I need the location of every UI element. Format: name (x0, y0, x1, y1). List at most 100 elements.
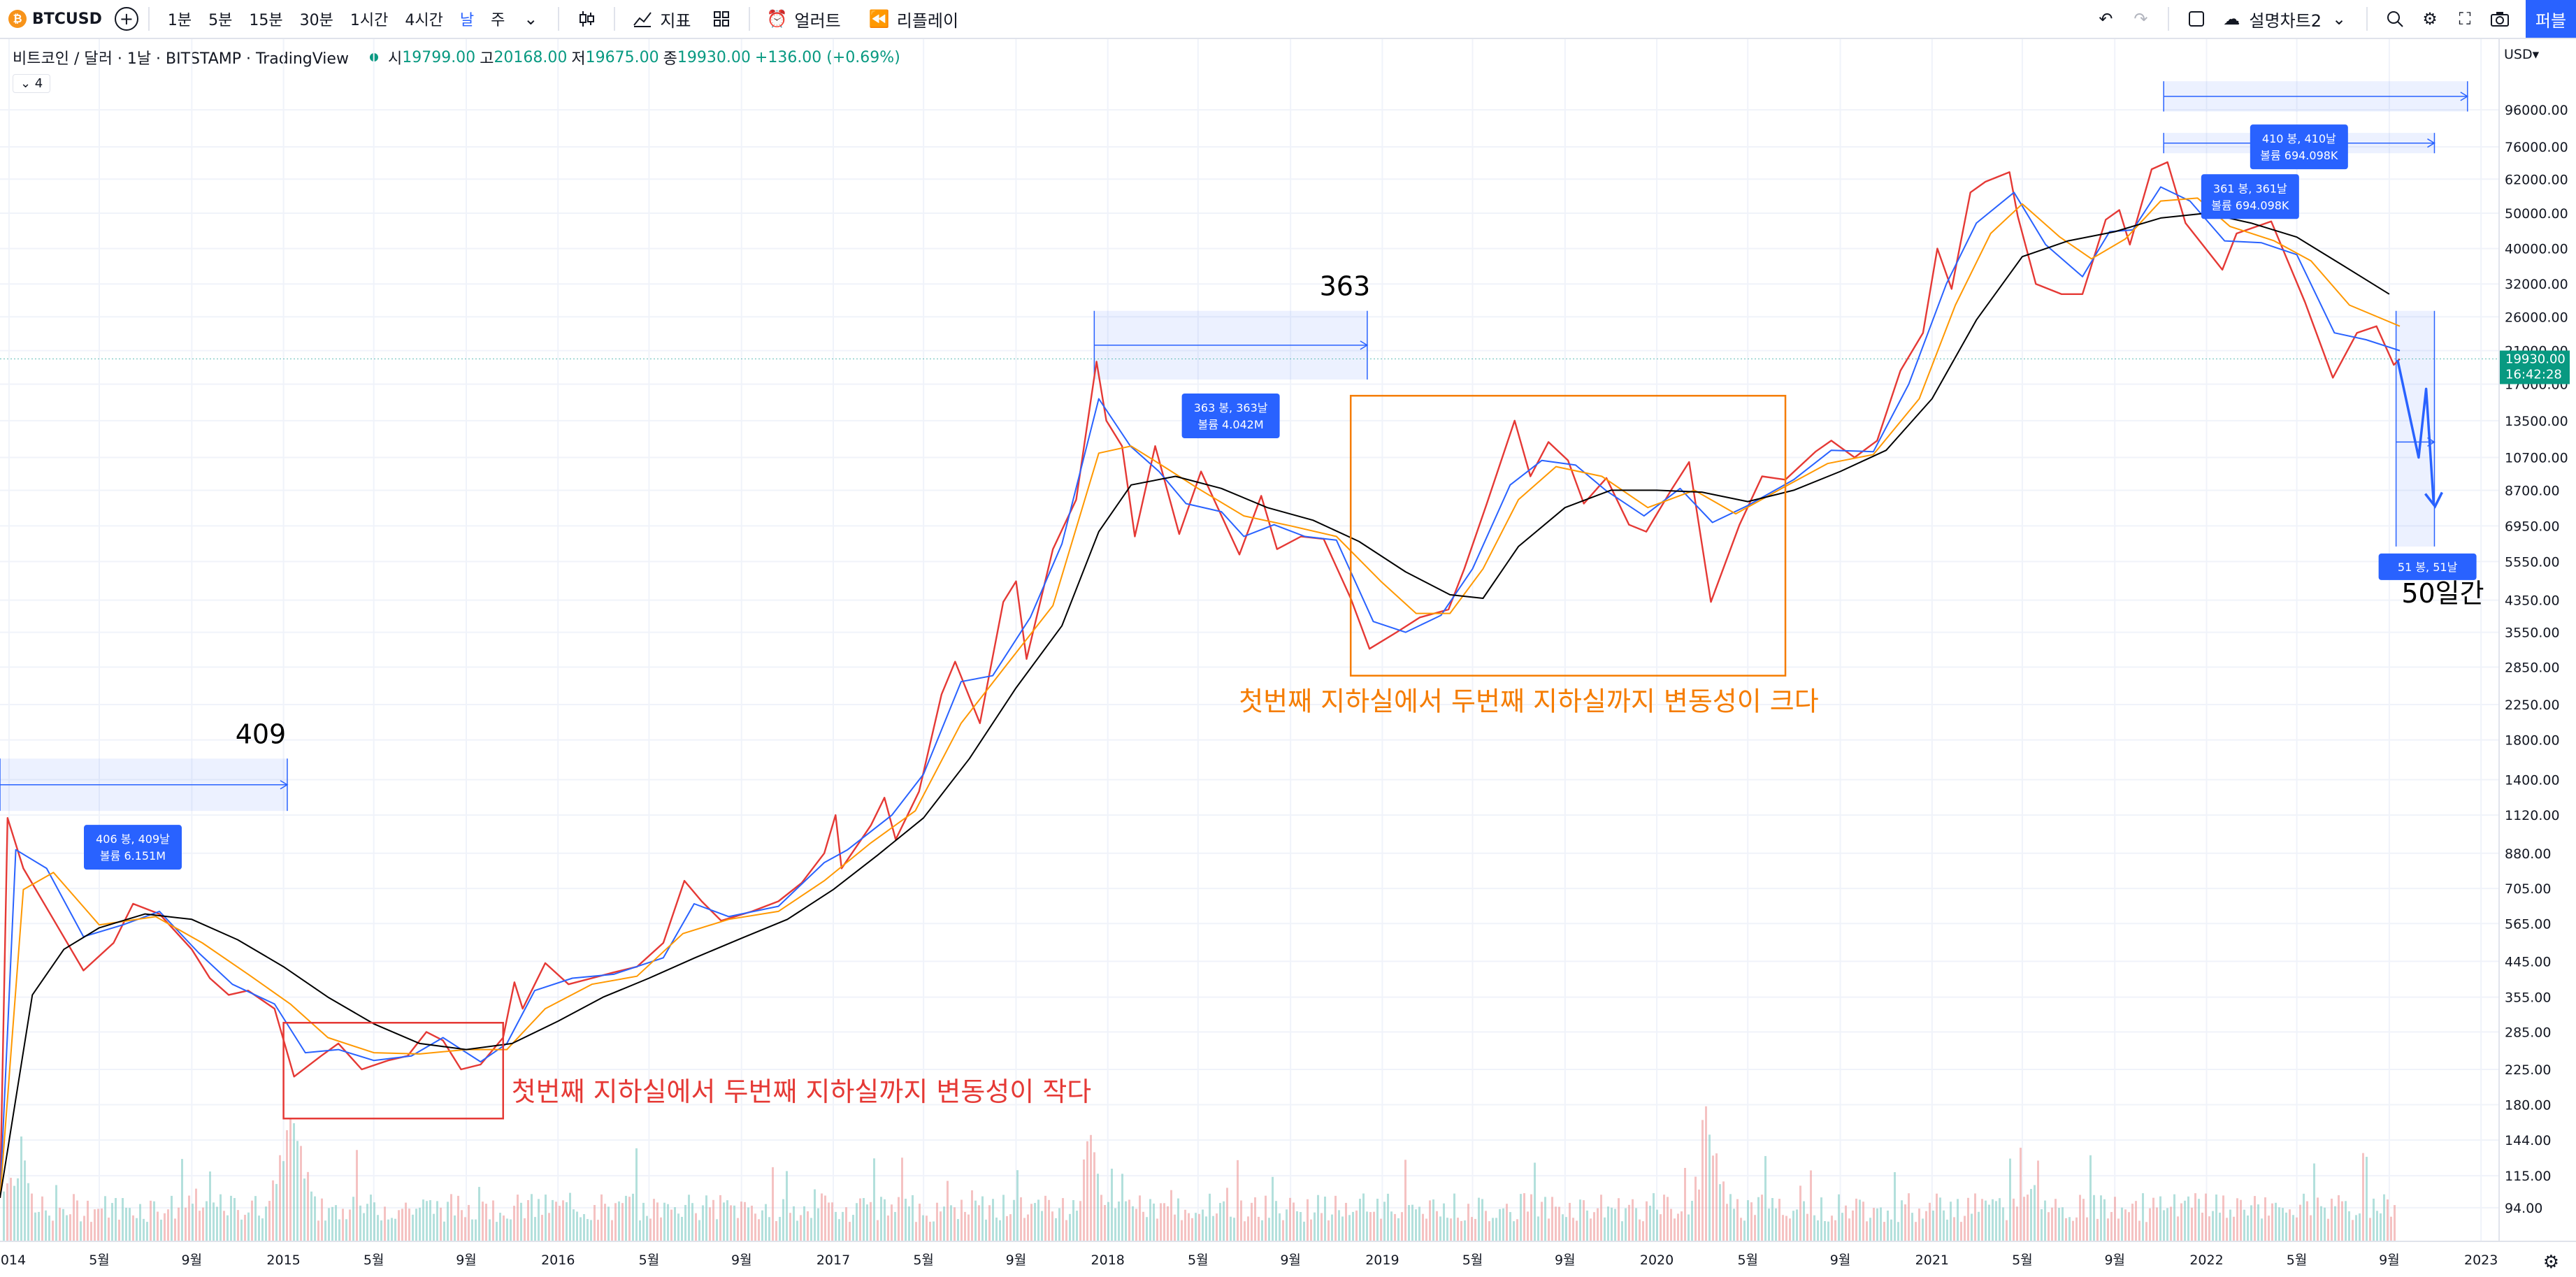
volume-bar (1600, 1195, 1602, 1241)
volume-bar (789, 1213, 791, 1241)
divider (748, 7, 750, 31)
volume-bar (1394, 1213, 1396, 1241)
price-axis[interactable]: 96000.00 76000.00 62000.00 50000.00 40000.00… (2505, 103, 2568, 1216)
candles-icon[interactable] (576, 8, 597, 29)
alert-button[interactable]: ⏰ 얼러트 (760, 0, 841, 38)
volume-bar (912, 1195, 914, 1241)
chart-settings-gear-icon[interactable]: ⚙ (2542, 1252, 2559, 1273)
interval-2[interactable]: 15분 (249, 12, 283, 29)
interval-6[interactable]: 날 (459, 12, 475, 29)
square-icon[interactable] (2186, 8, 2207, 29)
range-info-1[interactable]: 406 봉, 409날 볼륨 6.151M (84, 825, 182, 870)
volume-bar (1768, 1209, 1770, 1241)
annotation-low-volatility[interactable]: 첫번째 지하실에서 두번째 지하실까지 변동성이 작다 (512, 1076, 1092, 1107)
volume-bar (251, 1200, 253, 1241)
chevron-down-icon[interactable]: ⌄ (524, 9, 538, 29)
range-info-5[interactable]: 51 봉, 51날 (2378, 553, 2477, 580)
volume-bar (405, 1202, 407, 1241)
volume-bar (1348, 1215, 1351, 1241)
volume-bar (600, 1194, 603, 1241)
volume-bar (1230, 1216, 1232, 1241)
range-info-4[interactable]: 361 봉, 361날 볼륨 694.098K (2201, 174, 2299, 219)
interval-1[interactable]: 5분 (208, 12, 233, 29)
volume-bar (2243, 1209, 2245, 1241)
time-axis[interactable]: 2014 5월 9월 2015 5월 9월 2016 5월 9월 2017 5월 9월 2018 5월 9월… (0, 1253, 2498, 1268)
annotation-50-days[interactable]: 50일간 (2401, 578, 2484, 609)
redo-icon[interactable]: ↷ (2134, 9, 2148, 29)
volume-bar (915, 1222, 917, 1241)
volume-bar (2376, 1211, 2378, 1241)
volume-bar (506, 1218, 508, 1241)
volume-bar (1286, 1209, 1288, 1241)
indicators-button[interactable]: 지표 (625, 0, 691, 38)
fullscreen-icon[interactable]: ⛶ (2459, 9, 2471, 29)
time-tick: 9월 (2104, 1253, 2125, 1268)
price-chart[interactable]: USD▾ 96000.00 76000.00 62000.00 50000.00 400… (0, 39, 2576, 1277)
gear-icon[interactable]: ⚙ (2422, 9, 2438, 29)
layout-grid-icon[interactable] (711, 8, 732, 29)
annotation-409[interactable]: 409 (236, 719, 287, 749)
volume-bar (415, 1209, 417, 1241)
volume-bar (590, 1220, 592, 1241)
volume-bar (1569, 1202, 1571, 1241)
undo-icon[interactable]: ↶ (2099, 9, 2113, 29)
volume-bar (674, 1207, 676, 1241)
annotation-363[interactable]: 363 (1320, 271, 1371, 302)
search-icon[interactable] (2384, 8, 2405, 29)
layout-name-button[interactable]: ☁ 설명차트2 ⌄ (2214, 0, 2356, 38)
volume-bar (1366, 1211, 1368, 1241)
volume-bar (1481, 1199, 1483, 1241)
volume-bar (300, 1146, 302, 1241)
volume-bar (2159, 1196, 2161, 1241)
volume-bar (1757, 1197, 1760, 1241)
volume-bar (1729, 1194, 1732, 1241)
interval-4[interactable]: 1시간 (350, 12, 389, 29)
interval-3[interactable]: 30분 (299, 12, 333, 29)
volume-bar (555, 1202, 557, 1241)
volume-bar (1820, 1197, 1822, 1241)
volume-bar (751, 1205, 753, 1241)
interval-7[interactable]: 주 (491, 12, 505, 29)
volume-bar (1810, 1170, 1812, 1241)
currency-label[interactable]: USD▾ (2504, 47, 2540, 62)
publish-button[interactable]: 퍼블 (2526, 0, 2576, 38)
volume-bar (597, 1220, 599, 1241)
top-toolbar: ₿ BTCUSD + 1분 5분 15분 30분 1시간 4시간 날 주 ⌄ 지표 ⏰ 얼러트… (0, 0, 2576, 39)
volume-bar (1104, 1205, 1106, 1241)
volume-bar (1792, 1211, 1794, 1241)
volume-bar (510, 1219, 512, 1241)
range-info-3[interactable]: 410 봉, 410날 볼륨 694.098K (2250, 124, 2348, 170)
volume-bar (1537, 1216, 1539, 1241)
volume-bar (1069, 1213, 1071, 1241)
volume-bar (1237, 1160, 1239, 1241)
time-tick: 5월 (1737, 1253, 1758, 1268)
volume-bar (810, 1218, 812, 1241)
interval-0[interactable]: 1분 (167, 12, 192, 29)
range-info-2[interactable]: 363 봉, 363날 볼륨 4.042M (1181, 394, 1280, 439)
volume-bar (1390, 1211, 1393, 1241)
add-symbol-button[interactable]: + (114, 7, 138, 31)
volume-bar (289, 1118, 292, 1241)
symbol-selector[interactable]: ₿ BTCUSD (0, 0, 115, 38)
volume-bar (118, 1220, 120, 1241)
time-tick: 9월 (1830, 1253, 1851, 1268)
volume-bar (2058, 1208, 2060, 1241)
volume-bar (723, 1202, 725, 1241)
volume-bar (83, 1215, 85, 1241)
volume-bar (45, 1210, 47, 1241)
volume-bar (831, 1202, 833, 1241)
indicator-toggle[interactable]: ⌄ 4 (13, 74, 51, 93)
interval-5[interactable]: 4시간 (405, 12, 443, 29)
volume-bar (1701, 1120, 1704, 1241)
interval-group: 1분 5분 15분 30분 1시간 4시간 날 주 (159, 0, 513, 38)
volume-bar (709, 1207, 711, 1241)
volume-bar (20, 1136, 22, 1241)
volume-bar (489, 1219, 491, 1241)
volume-bar (2194, 1193, 2196, 1241)
annotation-high-volatility[interactable]: 첫번째 지하실에서 두번째 지하실까지 변동성이 크다 (1239, 686, 1819, 717)
price-tick: 76000.00 (2505, 140, 2568, 155)
replay-button[interactable]: ⏪ 리플레이 (862, 0, 958, 38)
camera-icon[interactable] (2489, 8, 2510, 29)
volume-bar (296, 1141, 298, 1241)
volume-bar (1429, 1200, 1431, 1241)
